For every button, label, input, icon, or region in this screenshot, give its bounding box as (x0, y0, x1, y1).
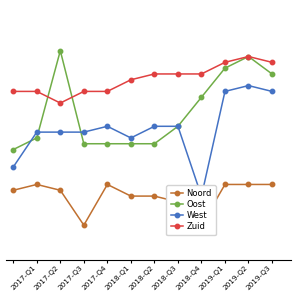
Zuid (270, 60, 274, 64)
Noord (270, 183, 274, 186)
Zuid (176, 72, 180, 76)
West (270, 90, 274, 93)
Zuid (82, 90, 86, 93)
West (129, 136, 133, 140)
Zuid (35, 90, 39, 93)
Line: Noord: Noord (11, 182, 274, 227)
West (176, 124, 180, 128)
Oost (12, 148, 15, 151)
Zuid (247, 55, 250, 58)
Noord (12, 189, 15, 192)
Oost (106, 142, 109, 145)
Zuid (12, 90, 15, 93)
Oost (129, 142, 133, 145)
Line: West: West (11, 83, 274, 198)
Oost (200, 96, 203, 99)
Noord (35, 183, 39, 186)
West (106, 124, 109, 128)
Zuid (106, 90, 109, 93)
Zuid (153, 72, 156, 76)
Zuid (58, 101, 62, 105)
Oost (35, 136, 39, 140)
West (35, 130, 39, 134)
Noord (58, 189, 62, 192)
West (200, 194, 203, 198)
Oost (247, 55, 250, 58)
Noord (223, 183, 227, 186)
Line: Oost: Oost (11, 48, 274, 152)
Line: Zuid: Zuid (11, 54, 274, 105)
Noord (106, 183, 109, 186)
Oost (153, 142, 156, 145)
West (58, 130, 62, 134)
West (247, 84, 250, 87)
Noord (176, 200, 180, 204)
Noord (82, 223, 86, 227)
Noord (247, 183, 250, 186)
Noord (129, 194, 133, 198)
West (82, 130, 86, 134)
Oost (58, 49, 62, 53)
Noord (200, 223, 203, 227)
Zuid (129, 78, 133, 81)
West (223, 90, 227, 93)
West (153, 124, 156, 128)
Oost (176, 124, 180, 128)
Noord (153, 194, 156, 198)
Oost (223, 66, 227, 70)
Zuid (200, 72, 203, 76)
Oost (270, 72, 274, 76)
Oost (82, 142, 86, 145)
Zuid (223, 60, 227, 64)
West (12, 165, 15, 169)
Legend: Noord, Oost, West, Zuid: Noord, Oost, West, Zuid (166, 185, 216, 235)
